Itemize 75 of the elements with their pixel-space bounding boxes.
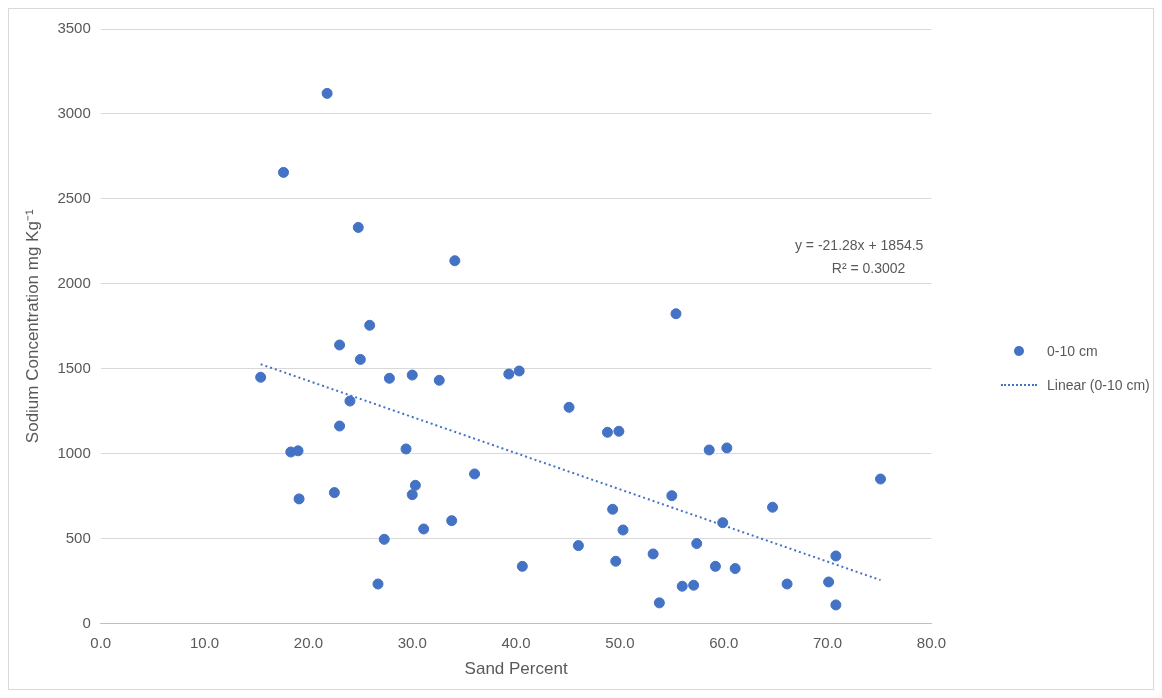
legend-label: Linear (0-10 cm)	[1047, 377, 1150, 393]
point	[409, 479, 421, 491]
x-axis-title: Sand Percent	[464, 659, 568, 679]
y-tick-label: 1000	[57, 443, 91, 461]
y-tick-label: 0	[82, 613, 91, 631]
point	[830, 550, 842, 562]
point	[830, 599, 842, 611]
point	[563, 401, 575, 413]
legend-label: 0-10 cm	[1047, 343, 1098, 359]
point	[406, 489, 418, 501]
point	[767, 501, 779, 513]
annotation: R² = 0.3002	[831, 259, 906, 276]
point	[617, 524, 629, 536]
x-tick-label: 10.0	[190, 633, 220, 651]
point	[293, 493, 305, 505]
point	[709, 560, 721, 572]
point	[328, 487, 340, 499]
point	[372, 578, 384, 590]
x-tick-label: 0.0	[90, 633, 112, 651]
y-tick-label: 500	[65, 528, 91, 546]
point	[572, 540, 584, 552]
point	[255, 371, 267, 383]
point	[607, 503, 619, 515]
point	[503, 368, 515, 380]
y-tick-label: 2000	[57, 273, 91, 291]
point	[688, 579, 700, 591]
point	[676, 580, 688, 592]
point	[781, 578, 793, 590]
point	[513, 365, 525, 377]
y-tick-label: 2500	[57, 189, 91, 207]
x-tick-label: 80.0	[916, 633, 946, 651]
annotation: y = -21.28x + 1854.5	[794, 236, 924, 253]
point	[352, 221, 364, 233]
point	[729, 563, 741, 575]
point	[721, 442, 733, 454]
point	[449, 255, 461, 267]
point	[516, 560, 528, 572]
x-tick-label: 70.0	[812, 633, 843, 651]
point	[378, 533, 390, 545]
x-tick-label: 60.0	[709, 633, 739, 651]
point	[653, 597, 665, 609]
y-tick-label: 1500	[57, 358, 91, 376]
point	[875, 473, 887, 485]
point	[400, 443, 412, 455]
point	[383, 372, 395, 384]
point	[344, 395, 356, 407]
point	[354, 353, 366, 365]
point	[613, 425, 625, 437]
point	[292, 445, 304, 457]
point	[321, 87, 333, 99]
point	[703, 444, 715, 456]
y-tick-label: 3000	[57, 104, 91, 122]
x-tick-label: 50.0	[605, 633, 635, 651]
point	[647, 548, 659, 560]
point	[691, 538, 703, 550]
point	[334, 420, 346, 432]
point	[601, 426, 613, 438]
point	[433, 374, 445, 386]
point	[334, 339, 346, 351]
x-tick-label: 40.0	[501, 633, 531, 651]
point	[670, 308, 682, 320]
y-axis-title: Sodium Concentration mg Kg⁻¹	[22, 209, 42, 444]
point	[446, 515, 458, 527]
point	[278, 166, 290, 178]
point	[469, 468, 481, 480]
y-tick-label: 3500	[57, 19, 91, 37]
point	[717, 517, 729, 529]
point	[823, 576, 835, 588]
point	[418, 523, 430, 535]
point	[610, 555, 622, 567]
point	[406, 369, 418, 381]
point	[364, 319, 376, 331]
x-tick-label: 20.0	[293, 633, 324, 651]
point	[666, 490, 678, 502]
x-tick-label: 30.0	[397, 633, 427, 651]
